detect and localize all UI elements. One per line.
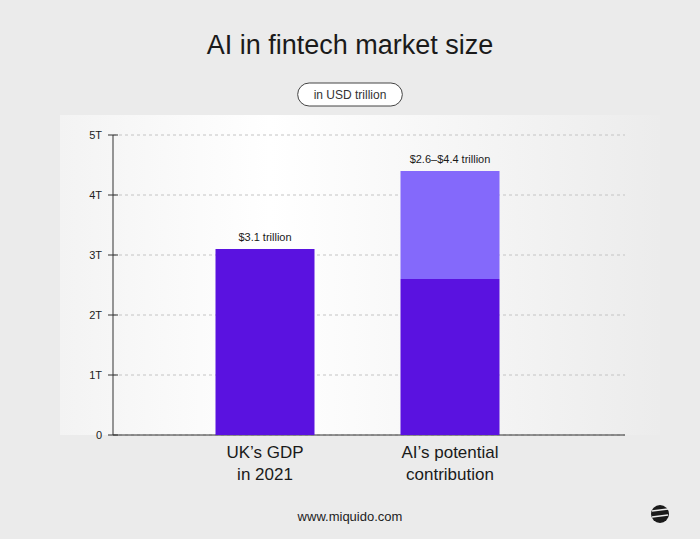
labels: $3.1 trillion UK’s GDP in 2021 $2.6–$4.4 tr… [226,153,498,484]
source: www.miquido.com [297,509,403,524]
x-axis-line [113,435,625,436]
chart-svg: AI in fintech market size in USD trillion… [0,0,700,539]
category-line: AI’s potential [401,443,498,462]
bar [401,279,500,435]
subtitle: in USD trillion [314,88,387,102]
plot-background [60,115,660,435]
tick-label: 3T [89,249,102,261]
chart-container: AI in fintech market size in USD trillion… [0,0,700,539]
tick-label: 5T [89,129,102,141]
grid-line [113,375,625,376]
category-line: in 2021 [237,465,293,484]
grid-line [113,135,625,136]
background [0,0,700,539]
category-label: UK’s GDP in 2021 [226,443,303,484]
logo-stripe [652,515,668,517]
bars [216,171,500,435]
logo [651,505,669,523]
tick-label: 4T [89,189,102,201]
annotation: $3.1 trillion [238,231,291,243]
logo-stripe [652,509,668,511]
subtitle-pill: in USD trillion [298,83,403,106]
grid-line [113,435,625,436]
bar [401,171,500,279]
category-line: UK’s GDP [226,443,303,462]
bar [216,249,315,435]
tick-label: 1T [89,369,102,381]
annotation: $2.6–$4.4 trillion [410,153,491,165]
grid-line [113,255,625,256]
tick-label: 0 [96,429,102,441]
category-label: AI’s potential contribution [401,443,498,484]
tick-label: 2T [89,309,102,321]
grid-line [113,315,625,316]
pill-border [298,83,403,106]
title: AI in fintech market size [207,30,494,60]
grid-line [113,195,625,196]
category-line: contribution [406,465,494,484]
y-axis-line [113,135,114,435]
logo-circle [651,505,669,523]
y-axis: 0 1T 2T 3T 4T 5T [89,129,625,441]
